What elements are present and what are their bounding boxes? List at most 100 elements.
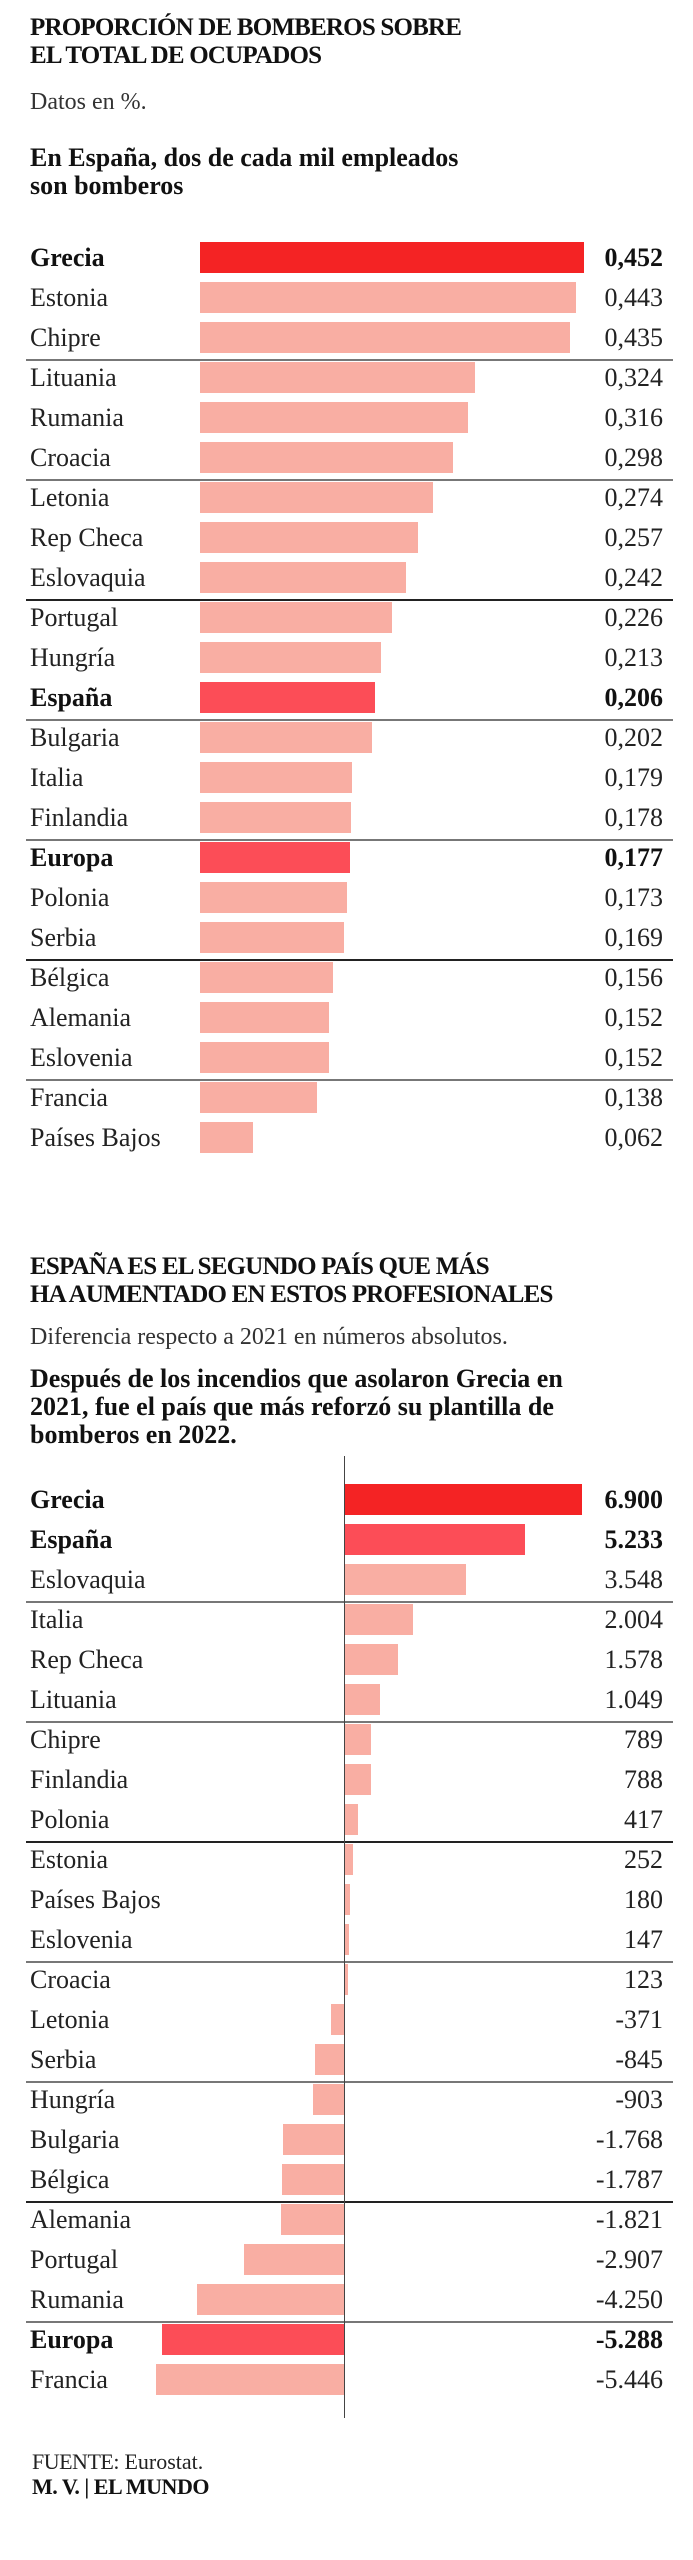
value-label: 0,324 bbox=[604, 363, 664, 392]
value-label: -5.446 bbox=[595, 2365, 663, 2394]
category-label: Europa bbox=[30, 2325, 114, 2354]
chart2-title-line-2: HA AUMENTADO EN ESTOS PROFESIONALES bbox=[30, 1281, 553, 1308]
source-value: Eurostat. bbox=[118, 2449, 204, 2474]
chart2-row-croacia: Croacia 123 bbox=[30, 1960, 663, 2000]
bar-bulgaria bbox=[200, 722, 372, 753]
bar-croacia bbox=[344, 1964, 349, 1995]
chart2-row-hungria: Hungría -903 bbox=[30, 2080, 663, 2120]
chart1-row-bulgaria: Bulgaria 0,202 bbox=[30, 718, 663, 758]
chart2-row-finlandia: Finlandia 788 bbox=[30, 1760, 663, 1800]
bar-francia bbox=[156, 2364, 344, 2395]
value-label: -845 bbox=[615, 2045, 663, 2074]
bar-portugal bbox=[200, 602, 392, 633]
chart1-row-eslovenia: Eslovenia 0,152 bbox=[30, 1038, 663, 1078]
chart1-row-estonia: Estonia 0,443 bbox=[30, 278, 663, 318]
chart1-row-espana: España 0,206 bbox=[30, 678, 663, 718]
bar-letonia bbox=[331, 2004, 344, 2035]
chart2-row-estonia: Estonia 252 bbox=[30, 1840, 663, 1880]
chart2-row-eslovenia: Eslovenia 147 bbox=[30, 1920, 663, 1960]
bar-grecia bbox=[344, 1484, 582, 1515]
category-label: Polonia bbox=[30, 883, 110, 912]
value-label: 0,138 bbox=[604, 1083, 664, 1112]
chart2-title: ESPAÑA ES EL SEGUNDO PAÍS QUE MÁS HA AUM… bbox=[30, 1253, 665, 1309]
footer: FUENTE: Eurostat. M. V. | EL MUNDO bbox=[32, 2450, 209, 2500]
category-label: Lituania bbox=[30, 1685, 117, 1714]
chart1-row-polonia: Polonia 0,173 bbox=[30, 878, 663, 918]
credit-line: M. V. | EL MUNDO bbox=[32, 2474, 209, 2499]
value-label: 0,226 bbox=[604, 603, 664, 632]
bar-eslovenia bbox=[200, 1042, 330, 1073]
bar-belgica bbox=[200, 962, 333, 993]
category-label: Bulgaria bbox=[30, 723, 120, 752]
bar-estonia bbox=[200, 282, 577, 313]
chart1-row-grecia: Grecia 0,452 bbox=[30, 238, 663, 278]
zero-axis-line bbox=[344, 1456, 345, 2418]
chart1-title: PROPORCIÓN DE BOMBEROS SOBRE EL TOTAL DE… bbox=[30, 14, 665, 70]
category-label: Chipre bbox=[30, 1725, 101, 1754]
category-label: Bélgica bbox=[30, 963, 110, 992]
value-label: 0,202 bbox=[604, 723, 664, 752]
category-label: Francia bbox=[30, 1083, 108, 1112]
category-label: Italia bbox=[30, 1605, 84, 1634]
chart1-row-belgica: Bélgica 0,156 bbox=[30, 958, 663, 998]
category-label: Rumania bbox=[30, 2285, 124, 2314]
chart2-row-europa: Europa -5.288 bbox=[30, 2320, 663, 2360]
bar-alemania bbox=[281, 2204, 344, 2235]
value-label: 0,274 bbox=[604, 483, 664, 512]
category-label: Serbia bbox=[30, 2045, 97, 2074]
value-label: 6.900 bbox=[604, 1485, 664, 1514]
chart2-headline-line-1: Después de los incendios que asolaron Gr… bbox=[30, 1364, 563, 1393]
category-label: Países Bajos bbox=[30, 1885, 161, 1914]
value-label: 0,443 bbox=[604, 283, 664, 312]
chart1-title-line-2: EL TOTAL DE OCUPADOS bbox=[30, 42, 322, 69]
bar-eslovaquia bbox=[344, 1564, 467, 1595]
category-label: Letonia bbox=[30, 2005, 110, 2034]
bar-rumania bbox=[200, 402, 469, 433]
value-label: 788 bbox=[624, 1765, 663, 1794]
bar-lituania bbox=[200, 362, 476, 393]
chart2-row-bulgaria: Bulgaria -1.768 bbox=[30, 2120, 663, 2160]
category-label: Portugal bbox=[30, 603, 119, 632]
bar-paises-bajos bbox=[200, 1122, 253, 1153]
chart1-row-lituania: Lituania 0,324 bbox=[30, 358, 663, 398]
value-label: 252 bbox=[624, 1845, 663, 1874]
group-separator bbox=[26, 839, 673, 841]
category-label: Grecia bbox=[30, 1485, 105, 1514]
category-label: Lituania bbox=[30, 363, 117, 392]
category-label: Italia bbox=[30, 763, 84, 792]
chart2-row-francia: Francia -5.446 bbox=[30, 2360, 663, 2400]
chart1-title-line-1: PROPORCIÓN DE BOMBEROS SOBRE bbox=[30, 14, 462, 41]
value-label: 0,152 bbox=[604, 1003, 664, 1032]
group-separator bbox=[26, 719, 673, 721]
group-separator bbox=[26, 2201, 673, 2203]
chart1-row-eslovaquia: Eslovaquia 0,242 bbox=[30, 558, 663, 598]
bar-belgica bbox=[282, 2164, 344, 2195]
value-label: 0,452 bbox=[604, 243, 664, 272]
category-label: Polonia bbox=[30, 1805, 110, 1834]
bar-croacia bbox=[200, 442, 454, 473]
chart1-row-serbia: Serbia 0,169 bbox=[30, 918, 663, 958]
bar-paises-bajos bbox=[344, 1884, 351, 1915]
chart2-row-chipre: Chipre 789 bbox=[30, 1720, 663, 1760]
chart1-bar-chart: Grecia 0,452 Estonia 0,443 Chipre 0,435 Lituan… bbox=[0, 238, 693, 1178]
category-label: Alemania bbox=[30, 1003, 132, 1032]
value-label: 123 bbox=[624, 1965, 663, 1994]
group-separator bbox=[26, 2321, 673, 2323]
group-separator bbox=[26, 599, 673, 601]
bar-polonia bbox=[200, 882, 347, 913]
category-label: Croacia bbox=[30, 1965, 111, 1994]
category-label: Eslovenia bbox=[30, 1043, 133, 1072]
source-label: FUENTE: bbox=[32, 2449, 119, 2474]
group-separator bbox=[26, 959, 673, 961]
category-label: Bélgica bbox=[30, 2165, 110, 2194]
value-label: 0,257 bbox=[604, 523, 664, 552]
value-label: 0,178 bbox=[604, 803, 664, 832]
chart2-row-eslovaquia: Eslovaquia 3.548 bbox=[30, 1560, 663, 1600]
bar-italia bbox=[200, 762, 353, 793]
value-label: -903 bbox=[615, 2085, 663, 2114]
category-label: Grecia bbox=[30, 243, 105, 272]
value-label: 0,177 bbox=[604, 843, 664, 872]
category-label: Portugal bbox=[30, 2245, 119, 2274]
category-label: Finlandia bbox=[30, 803, 129, 832]
chart1-row-alemania: Alemania 0,152 bbox=[30, 998, 663, 1038]
